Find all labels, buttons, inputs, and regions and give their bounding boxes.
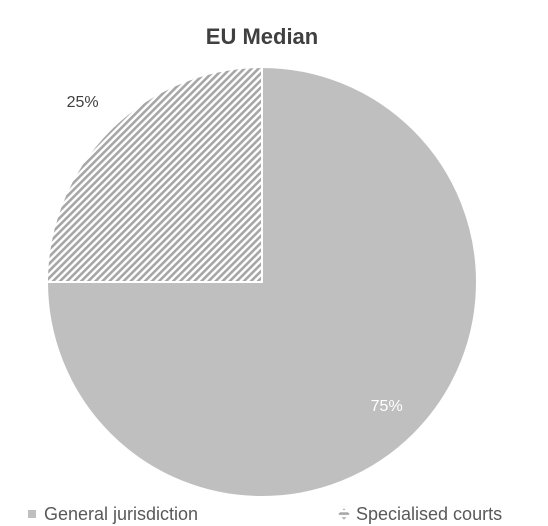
legend-marker bbox=[338, 508, 350, 520]
legend-marker bbox=[28, 510, 36, 518]
data-label: 25% bbox=[67, 94, 99, 111]
data-label: 75% bbox=[371, 398, 403, 415]
chart-title: EU Median bbox=[206, 24, 318, 49]
legend-label: Specialised courts bbox=[356, 504, 502, 524]
pie-slice bbox=[45, 65, 478, 498]
legend-label: General jurisdiction bbox=[44, 504, 198, 524]
pie-slice bbox=[45, 65, 263, 283]
